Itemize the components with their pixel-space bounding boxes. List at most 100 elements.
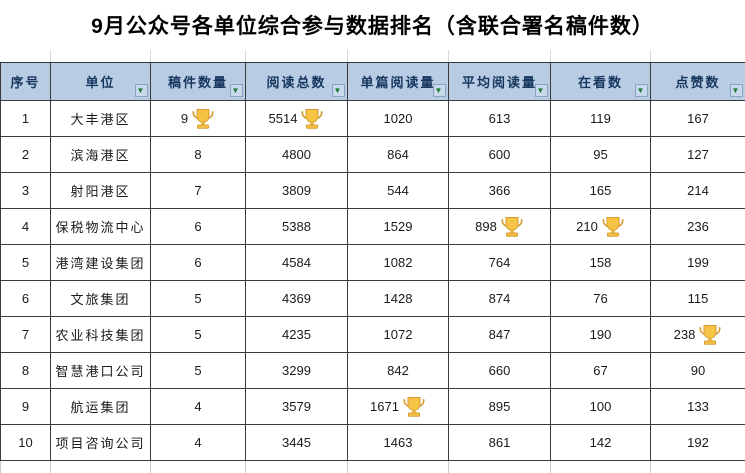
column-header-watch-count[interactable]: 在看数 ▼	[550, 62, 651, 101]
cell-watch-count[interactable]: 158	[550, 244, 651, 281]
cell-unit[interactable]: 航运集团	[50, 388, 151, 425]
cell-per-article-reads[interactable]: 1463	[347, 424, 449, 461]
cell-unit[interactable]: 滨海港区	[50, 136, 151, 173]
cell-like-count[interactable]: 214	[650, 172, 745, 209]
column-header-total-reads[interactable]: 阅读总数 ▼	[245, 62, 348, 101]
cell-avg-reads[interactable]: 366	[448, 172, 551, 209]
column-header-rank[interactable]: 序号	[0, 62, 51, 101]
cell-article-count[interactable]: 6	[150, 244, 246, 281]
cell-watch-count[interactable]: 100	[550, 388, 651, 425]
cell-per-article-reads[interactable]: 1020	[347, 100, 449, 137]
cell-watch-count[interactable]: 76	[550, 280, 651, 317]
cell-rank[interactable]: 6	[0, 280, 51, 317]
cell-rank[interactable]: 10	[0, 424, 51, 461]
gridline	[150, 50, 151, 62]
cell-avg-reads[interactable]: 898	[448, 208, 551, 245]
cell-total-reads[interactable]: 4800	[245, 136, 348, 173]
cell-per-article-reads[interactable]: 1428	[347, 280, 449, 317]
cell-rank[interactable]: 9	[0, 388, 51, 425]
column-header-article-count[interactable]: 稿件数量 ▼	[150, 62, 246, 101]
cell-avg-reads[interactable]: 895	[448, 388, 551, 425]
cell-total-reads[interactable]: 4235	[245, 316, 348, 353]
cell-avg-reads[interactable]: 874	[448, 280, 551, 317]
cell-article-count[interactable]: 4	[150, 388, 246, 425]
cell-avg-reads[interactable]: 861	[448, 424, 551, 461]
cell-watch-count[interactable]: 190	[550, 316, 651, 353]
cell-per-article-reads[interactable]: 544	[347, 172, 449, 209]
cell-total-reads[interactable]: 5514	[245, 100, 348, 137]
cell-per-article-reads[interactable]: 864	[347, 136, 449, 173]
column-header-like-count[interactable]: 点赞数 ▼	[650, 62, 745, 101]
cell-like-count[interactable]: 192	[650, 424, 745, 461]
cell-like-count[interactable]: 133	[650, 388, 745, 425]
cell-like-count[interactable]: 238	[650, 316, 745, 353]
cell-watch-count[interactable]: 210	[550, 208, 651, 245]
cell-unit[interactable]: 农业科技集团	[50, 316, 151, 353]
filter-dropdown-total-reads[interactable]: ▼	[332, 84, 345, 97]
cell-avg-reads[interactable]: 764	[448, 244, 551, 281]
filter-dropdown-like-count[interactable]: ▼	[730, 84, 743, 97]
cell-total-reads[interactable]: 5388	[245, 208, 348, 245]
cell-article-count[interactable]: 8	[150, 136, 246, 173]
cell-per-article-reads[interactable]: 842	[347, 352, 449, 389]
cell-total-reads[interactable]: 3579	[245, 388, 348, 425]
cell-total-reads[interactable]: 4369	[245, 280, 348, 317]
cell-value: 9	[21, 399, 30, 414]
cell-unit[interactable]: 射阳港区	[50, 172, 151, 209]
cell-per-article-reads[interactable]: 1671	[347, 388, 449, 425]
cell-avg-reads[interactable]: 613	[448, 100, 551, 137]
column-label: 单位	[85, 75, 116, 90]
cell-unit[interactable]: 文旅集团	[50, 280, 151, 317]
cell-like-count[interactable]: 167	[650, 100, 745, 137]
cell-per-article-reads[interactable]: 1082	[347, 244, 449, 281]
cell-article-count[interactable]: 5	[150, 352, 246, 389]
cell-per-article-reads[interactable]: 1529	[347, 208, 449, 245]
filter-dropdown-unit[interactable]: ▼	[135, 84, 148, 97]
cell-article-count[interactable]: 6	[150, 208, 246, 245]
cell-rank[interactable]: 2	[0, 136, 51, 173]
cell-unit[interactable]: 智慧港口公司	[50, 352, 151, 389]
cell-article-count[interactable]: 5	[150, 280, 246, 317]
cell-total-reads[interactable]: 3809	[245, 172, 348, 209]
cell-avg-reads[interactable]: 600	[448, 136, 551, 173]
filter-dropdown-watch-count[interactable]: ▼	[635, 84, 648, 97]
cell-value: 133	[687, 399, 709, 414]
cell-article-count[interactable]: 9	[150, 100, 246, 137]
filter-dropdown-article-count[interactable]: ▼	[230, 84, 243, 97]
cell-rank[interactable]: 7	[0, 316, 51, 353]
cell-rank[interactable]: 3	[0, 172, 51, 209]
column-header-unit[interactable]: 单位 ▼	[50, 62, 151, 101]
cell-avg-reads[interactable]: 660	[448, 352, 551, 389]
cell-article-count[interactable]: 5	[150, 316, 246, 353]
cell-like-count[interactable]: 90	[650, 352, 745, 389]
cell-watch-count[interactable]: 142	[550, 424, 651, 461]
cell-like-count[interactable]: 127	[650, 136, 745, 173]
cell-like-count[interactable]: 115	[650, 280, 745, 317]
cell-total-reads[interactable]: 3299	[245, 352, 348, 389]
cell-rank[interactable]: 5	[0, 244, 51, 281]
filter-dropdown-avg-reads[interactable]: ▼	[535, 84, 548, 97]
column-label: 单篇阅读量	[360, 75, 436, 90]
column-header-per-article-reads[interactable]: 单篇阅读量 ▼	[347, 62, 449, 101]
cell-rank[interactable]: 1	[0, 100, 51, 137]
cell-unit[interactable]: 港湾建设集团	[50, 244, 151, 281]
cell-per-article-reads[interactable]: 1072	[347, 316, 449, 353]
cell-unit[interactable]: 大丰港区	[50, 100, 151, 137]
cell-watch-count[interactable]: 95	[550, 136, 651, 173]
cell-watch-count[interactable]: 165	[550, 172, 651, 209]
cell-unit[interactable]: 保税物流中心	[50, 208, 151, 245]
cell-like-count[interactable]: 236	[650, 208, 745, 245]
cell-like-count[interactable]: 199	[650, 244, 745, 281]
cell-article-count[interactable]: 4	[150, 424, 246, 461]
cell-watch-count[interactable]: 67	[550, 352, 651, 389]
cell-total-reads[interactable]: 3445	[245, 424, 348, 461]
cell-watch-count[interactable]: 119	[550, 100, 651, 137]
filter-dropdown-per-article-reads[interactable]: ▼	[433, 84, 446, 97]
cell-avg-reads[interactable]: 847	[448, 316, 551, 353]
cell-rank[interactable]: 4	[0, 208, 51, 245]
cell-article-count[interactable]: 7	[150, 172, 246, 209]
cell-total-reads[interactable]: 4584	[245, 244, 348, 281]
cell-unit[interactable]: 项目咨询公司	[50, 424, 151, 461]
column-header-avg-reads[interactable]: 平均阅读量 ▼	[448, 62, 551, 101]
cell-rank[interactable]: 8	[0, 352, 51, 389]
